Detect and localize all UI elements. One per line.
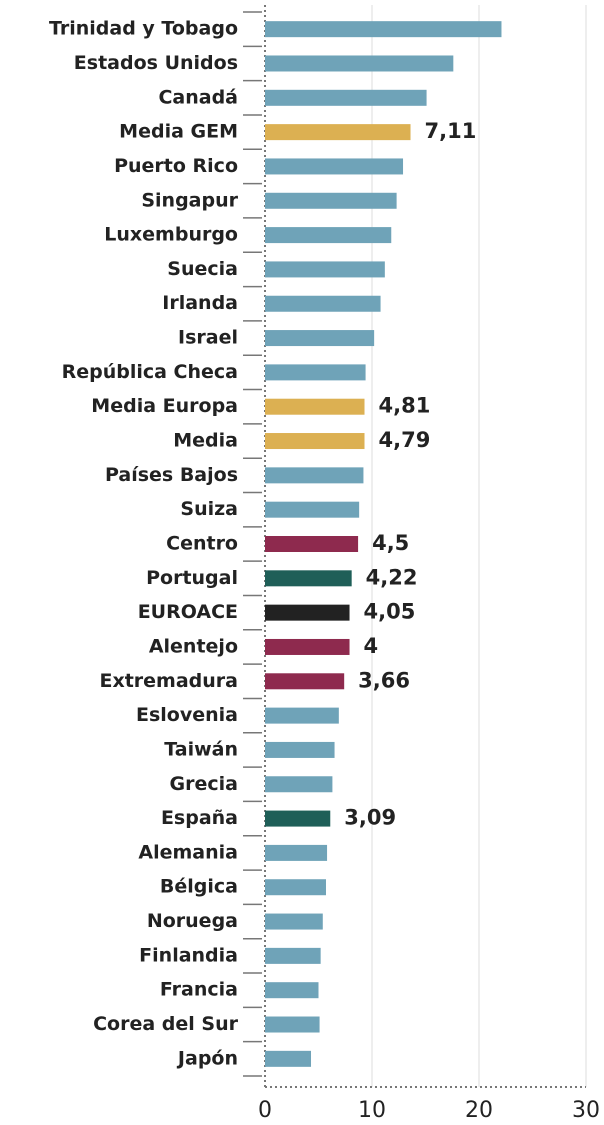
y-tick-label: Alentejo xyxy=(149,635,238,657)
data-label: 4,79 xyxy=(379,428,431,452)
bar xyxy=(265,21,502,38)
y-tick-label: Media xyxy=(173,430,238,452)
bar xyxy=(265,638,350,655)
y-tick-label: Noruega xyxy=(147,910,238,932)
y-tick-label: Japón xyxy=(176,1047,238,1069)
y-tick-label: Estados Unidos xyxy=(74,52,238,74)
y-tick-label: Corea del Sur xyxy=(93,1013,239,1035)
x-tick-label: 20 xyxy=(465,1098,493,1123)
bar xyxy=(265,844,328,861)
bar xyxy=(265,433,365,450)
bar xyxy=(265,1016,320,1033)
y-tick-label: Centro xyxy=(166,533,238,555)
data-label: 7,11 xyxy=(425,119,477,143)
y-tick-label: Canadá xyxy=(158,86,238,108)
bar xyxy=(265,947,321,964)
bar xyxy=(265,158,404,175)
y-tick-label: Singapur xyxy=(141,189,238,211)
bar xyxy=(265,707,339,724)
y-tick-label: Media GEM xyxy=(119,121,238,143)
bar xyxy=(265,982,319,999)
y-tick-label: Trinidad y Tobago xyxy=(49,18,238,40)
bar xyxy=(265,1050,312,1067)
y-tick-label: Francia xyxy=(160,979,238,1001)
bar xyxy=(265,913,323,930)
bar xyxy=(265,673,345,690)
bar xyxy=(265,227,392,244)
y-tick-label: Portugal xyxy=(146,567,238,589)
y-tick-label: Irlanda xyxy=(162,292,238,314)
y-tick-label: EUROACE xyxy=(138,601,238,623)
bar xyxy=(265,364,366,381)
data-label: 4,81 xyxy=(379,394,431,418)
bar xyxy=(265,55,454,72)
bar xyxy=(265,810,331,827)
bar xyxy=(265,604,350,621)
bar xyxy=(265,776,333,793)
bar xyxy=(265,570,352,587)
bar xyxy=(265,261,385,278)
x-tick-label: 10 xyxy=(358,1098,386,1123)
y-tick-label: Suiza xyxy=(180,498,238,520)
bar xyxy=(265,536,359,552)
bar xyxy=(265,89,427,106)
data-label: 4,22 xyxy=(366,565,418,589)
y-tick-label: Finlandia xyxy=(139,944,238,966)
y-tick-label: Alemania xyxy=(138,841,238,863)
y-tick-label: Extremadura xyxy=(99,670,238,692)
bar xyxy=(265,295,381,312)
data-label: 3,09 xyxy=(344,806,396,830)
data-label: 4,05 xyxy=(364,600,416,624)
bar xyxy=(265,467,364,484)
bar xyxy=(265,330,375,347)
y-tick-label: Taiwán xyxy=(164,738,238,760)
bar xyxy=(265,192,397,209)
y-tick-label: Bélgica xyxy=(160,876,238,898)
bar xyxy=(265,741,335,758)
y-tick-label: Israel xyxy=(178,327,238,349)
x-tick-label: 30 xyxy=(572,1098,600,1123)
bar xyxy=(265,124,411,141)
y-tick-label: Luxemburgo xyxy=(104,224,238,246)
x-tick-label: 0 xyxy=(258,1098,272,1123)
y-tick-label: Suecia xyxy=(167,258,238,280)
y-tick-label: España xyxy=(161,807,238,829)
bar xyxy=(265,501,360,518)
data-label: 4,5 xyxy=(372,531,409,555)
y-tick-label: Grecia xyxy=(170,773,238,795)
y-tick-label: Media Europa xyxy=(91,395,238,417)
y-tick-label: Eslovenia xyxy=(136,704,238,726)
bar xyxy=(265,879,326,896)
bar xyxy=(265,398,365,415)
data-label: 4 xyxy=(364,634,379,658)
y-tick-label: República Checa xyxy=(62,361,238,383)
y-tick-label: Países Bajos xyxy=(105,464,238,486)
y-tick-label: Puerto Rico xyxy=(114,155,238,177)
data-label: 3,66 xyxy=(358,668,410,692)
